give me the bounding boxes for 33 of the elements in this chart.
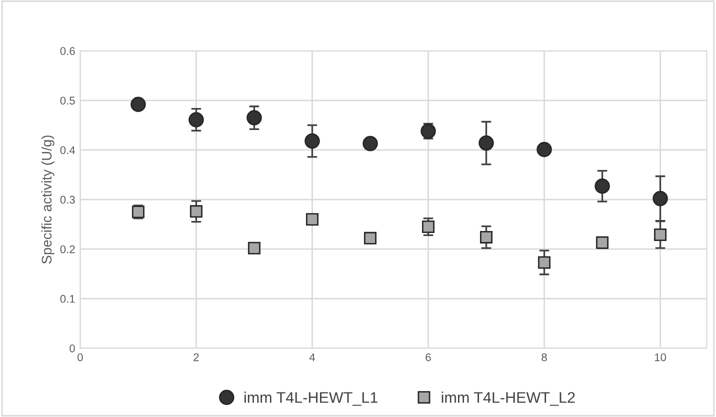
x-tick-label: 8 [542,353,547,362]
y-tick-label: 0.1 [60,294,75,303]
point [248,242,260,254]
point [188,112,204,128]
point [422,220,434,234]
x-tick-label: 10 [654,353,666,362]
point [538,256,551,269]
point [652,190,668,206]
point [480,230,493,244]
point [190,205,202,218]
y-tick-label: 0.3 [60,196,75,204]
x-tick-label: 6 [426,353,431,362]
point [362,136,378,152]
y-tick-label: 0.6 [60,47,75,56]
y-tick-label: 0.4 [60,146,76,154]
point [478,135,494,151]
x-tick-label: 0 [78,353,83,362]
point [364,232,376,244]
point [246,110,262,126]
point [304,133,320,149]
point [594,178,610,194]
point [536,142,552,158]
y-tick-label: 0 [70,344,75,352]
point [306,213,318,226]
legend-label: imm T4L-HEWT_L1 [244,392,378,406]
y-tick-label: 0.2 [60,245,75,254]
x-tick-label: 4 [309,353,315,362]
y-axis-title: Specific activity (U/g) [41,136,54,264]
point [654,228,667,241]
point [130,96,146,112]
x-tick-label: 2 [194,353,199,362]
legend-label: imm T4L-HEWT_L2 [442,392,575,406]
y-tick-label: 0.5 [60,96,75,105]
